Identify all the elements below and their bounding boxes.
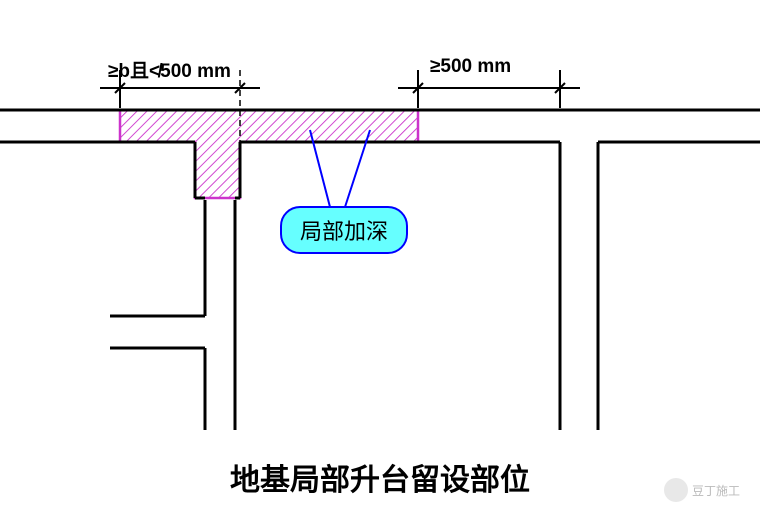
watermark-icon — [664, 478, 688, 502]
callout-text: 局部加深 — [300, 219, 388, 244]
diagram-title: 地基局部升台留设部位 — [0, 455, 760, 499]
callout-box: 局部加深 — [280, 206, 408, 254]
dim-right-label: ≥500 mm — [430, 56, 511, 78]
watermark-text: 豆丁施工 — [692, 482, 740, 499]
hatched-region — [120, 110, 418, 198]
watermark: 豆丁施工 — [664, 478, 740, 502]
dim-left-label: ≥b且≮500 mm — [108, 56, 231, 83]
